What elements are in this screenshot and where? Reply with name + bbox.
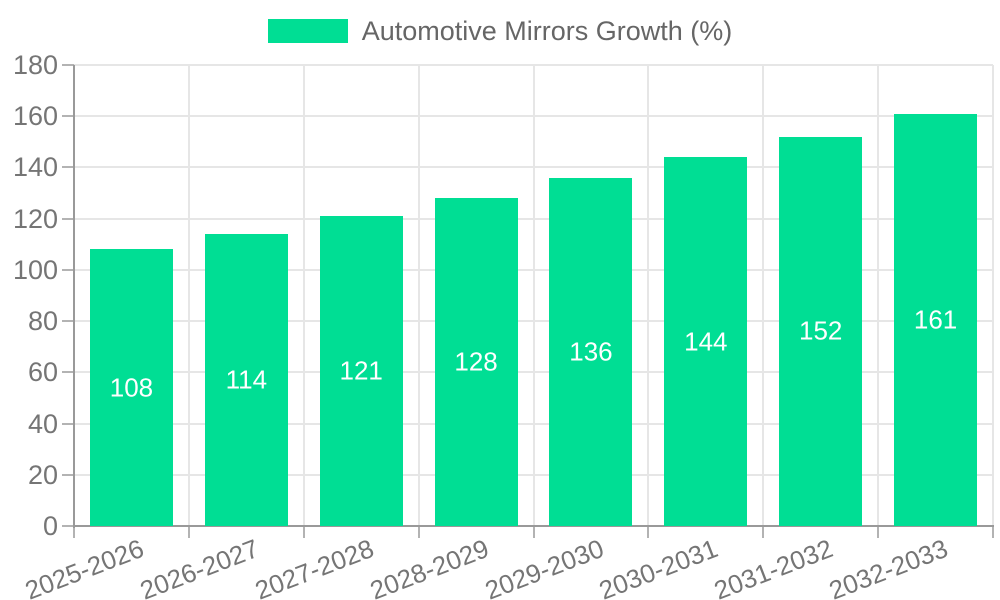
- y-tick-label: 60: [27, 357, 58, 388]
- y-tick-mark: [62, 371, 74, 374]
- bar: [549, 177, 632, 526]
- x-gridline: [762, 65, 765, 526]
- y-axis-line: [73, 65, 75, 528]
- x-tick-label: 2031-2032: [710, 533, 838, 600]
- x-tick-label: 2028-2029: [365, 533, 493, 600]
- bar: [435, 198, 518, 526]
- x-tick-mark: [647, 526, 650, 538]
- y-tick-label: 140: [12, 152, 58, 183]
- bar-value-label: 121: [339, 355, 383, 386]
- x-gridline: [877, 65, 880, 526]
- bar-value-label: 144: [684, 326, 728, 357]
- bar-value-label: 128: [454, 346, 498, 377]
- x-tick-mark: [302, 526, 305, 538]
- x-tick-label: 2029-2030: [480, 533, 608, 600]
- y-tick-mark: [62, 166, 74, 169]
- y-tick-mark: [62, 473, 74, 476]
- bar-value-label: 136: [569, 336, 613, 367]
- x-gridline: [532, 65, 535, 526]
- x-tick-mark: [762, 526, 765, 538]
- x-gridline: [417, 65, 420, 526]
- bar: [779, 136, 862, 526]
- bar: [894, 113, 977, 526]
- y-tick-label: 100: [12, 254, 58, 285]
- x-tick-mark: [73, 526, 75, 538]
- y-tick-mark: [62, 115, 74, 118]
- x-tick-label: 2026-2027: [135, 533, 263, 600]
- y-tick-mark: [62, 64, 74, 66]
- y-tick-label: 80: [27, 306, 58, 337]
- y-tick-label: 120: [12, 203, 58, 234]
- x-gridline: [302, 65, 305, 526]
- x-tick-mark: [532, 526, 535, 538]
- legend-label: Automotive Mirrors Growth (%): [361, 16, 733, 46]
- x-tick-mark: [187, 526, 190, 538]
- legend[interactable]: Automotive Mirrors Growth (%): [0, 16, 1000, 46]
- bar-value-label: 114: [225, 364, 268, 395]
- bar-value-label: 108: [109, 372, 154, 403]
- x-tick-label: 2027-2028: [250, 533, 378, 600]
- y-tick-label: 0: [42, 511, 58, 541]
- x-tick-label: 2030-2031: [595, 533, 723, 600]
- y-tick-label: 20: [27, 459, 58, 490]
- bar: [205, 234, 288, 526]
- x-tick-mark: [992, 526, 994, 538]
- x-tick-label: 2032-2033: [825, 533, 952, 600]
- x-axis-line: [73, 525, 994, 527]
- y-tick-mark: [62, 320, 74, 323]
- bar-value-label: 152: [798, 315, 843, 346]
- y-tick-label: 160: [12, 101, 58, 132]
- x-tick-mark: [877, 526, 880, 538]
- y-tick-label: 40: [27, 408, 58, 439]
- x-tick-label: 2025-2026: [20, 533, 148, 600]
- y-tick-mark: [62, 422, 74, 425]
- y-tick-mark: [62, 525, 74, 527]
- x-tick-mark: [417, 526, 420, 538]
- x-gridline: [647, 65, 650, 526]
- y-tick-mark: [62, 217, 74, 220]
- y-tick-label: 180: [12, 50, 58, 80]
- bar: [90, 249, 173, 526]
- y-tick-mark: [62, 268, 74, 271]
- bar-value-label: 161: [913, 304, 958, 335]
- x-gridline: [187, 65, 190, 526]
- legend-swatch: [267, 19, 348, 43]
- x-gridline: [992, 65, 994, 526]
- bar: [320, 216, 403, 526]
- bar: [664, 157, 747, 526]
